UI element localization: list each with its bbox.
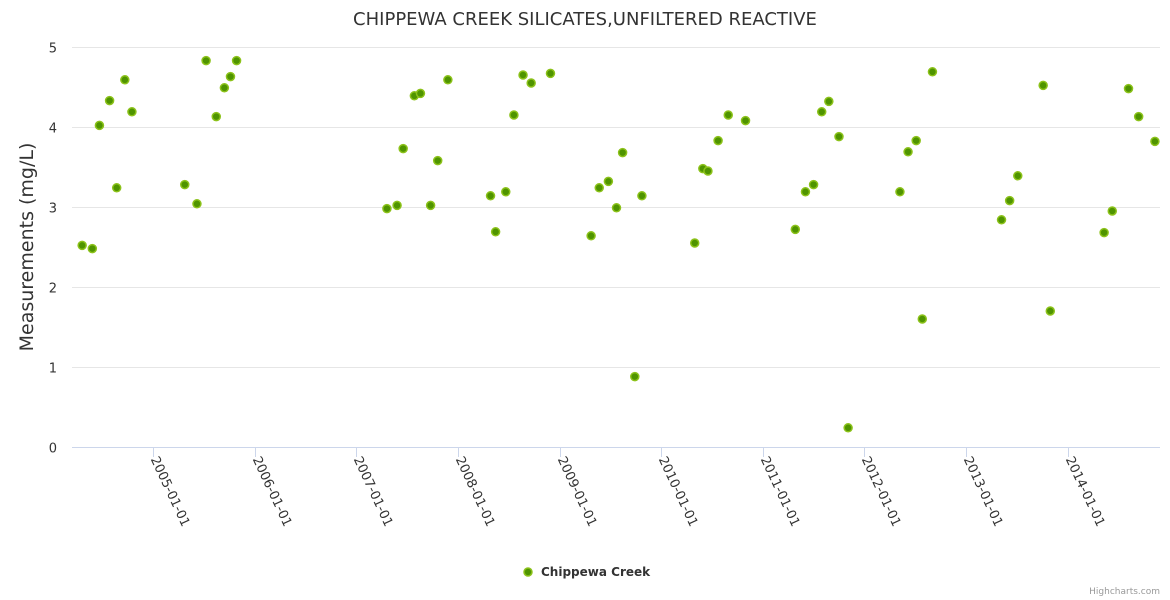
x-axis: 2005-01-01 2006-01-01 2007-01-01 2008-01-01…	[72, 447, 1160, 529]
x-tick-label: 2010-01-01	[655, 454, 701, 529]
data-point	[911, 135, 921, 146]
data-point	[689, 238, 700, 248]
data-point	[415, 88, 426, 99]
data-point	[816, 107, 827, 117]
y-tick-label: 1	[49, 362, 57, 377]
data-point	[392, 200, 402, 211]
data-point	[834, 131, 844, 142]
data-point	[211, 111, 222, 122]
data-point	[219, 83, 230, 93]
x-tick-label: 2009-01-01	[554, 454, 600, 529]
data-point	[398, 143, 408, 154]
y-tick-label: 2	[49, 282, 57, 297]
data-point	[545, 68, 556, 79]
data-point	[713, 135, 723, 146]
x-tick-label: 2007-01-01	[350, 454, 396, 529]
data-point	[518, 70, 528, 80]
data-point	[927, 67, 938, 77]
data-point	[630, 371, 640, 382]
data-point	[1045, 306, 1056, 316]
data-point	[903, 147, 913, 157]
data-point	[637, 191, 647, 201]
data-point	[509, 110, 519, 120]
data-point	[603, 176, 614, 187]
data-point	[231, 55, 242, 66]
data-point	[485, 191, 496, 201]
y-tick-label: 0	[49, 442, 57, 457]
data-point	[432, 155, 443, 166]
data-point	[843, 423, 853, 433]
data-point	[425, 200, 436, 211]
x-tick-label: 2005-01-01	[147, 454, 193, 529]
data-point	[740, 115, 751, 126]
x-tick-label: 2011-01-01	[757, 454, 803, 529]
data-point	[723, 110, 734, 120]
data-point	[1099, 227, 1109, 238]
x-tick-label: 2013-01-01	[960, 454, 1006, 529]
data-point	[1107, 206, 1118, 216]
data-point	[594, 183, 604, 193]
data-point	[192, 199, 202, 209]
data-point	[127, 107, 137, 117]
data-point	[611, 203, 622, 213]
data-point	[526, 78, 536, 88]
data-point	[917, 314, 928, 324]
data-point	[77, 240, 87, 251]
data-point	[895, 187, 905, 197]
data-point	[808, 179, 819, 190]
data-point	[996, 215, 1007, 225]
data-point	[443, 75, 453, 85]
highcharts-credit[interactable]: Highcharts.com	[1089, 587, 1160, 597]
y-axis-label: Measurements (mg/L)	[16, 143, 38, 352]
data-point	[180, 179, 190, 190]
x-tick-label: 2006-01-01	[249, 454, 295, 529]
legend-label: Chippewa Creek	[541, 565, 651, 579]
data-point	[225, 71, 236, 82]
data-point	[111, 183, 122, 193]
data-point	[703, 166, 713, 176]
data-point	[201, 55, 211, 66]
data-point	[617, 147, 628, 158]
y-axis-ticks: 0 1 2 3 4 5	[49, 42, 57, 457]
data-point	[1123, 83, 1134, 94]
y-tick-label: 4	[49, 122, 57, 137]
y-tick-label: 3	[49, 202, 57, 217]
x-tick-label: 2014-01-01	[1062, 454, 1108, 529]
y-tick-label: 5	[49, 42, 57, 57]
legend-marker	[523, 567, 533, 577]
data-point	[1133, 111, 1144, 122]
chart-title: CHIPPEWA CREEK SILICATES,UNFILTERED REAC…	[353, 9, 817, 30]
legend-item-chippewa-creek[interactable]: Chippewa Creek	[523, 565, 651, 579]
data-point	[104, 95, 115, 106]
data-point	[120, 75, 130, 85]
data-points	[77, 55, 1160, 433]
data-point	[382, 203, 392, 214]
x-tick-label: 2012-01-01	[858, 454, 904, 529]
data-point	[1013, 171, 1023, 181]
data-point	[800, 187, 811, 197]
data-point	[87, 243, 98, 254]
data-point	[824, 96, 834, 107]
x-tick-label: 2008-01-01	[452, 454, 498, 529]
data-point	[1150, 136, 1160, 147]
data-point	[1038, 80, 1048, 91]
data-point	[94, 120, 105, 131]
data-point	[490, 227, 501, 237]
data-point	[501, 187, 511, 197]
data-point	[790, 224, 801, 235]
data-point	[1004, 195, 1015, 206]
data-point	[586, 231, 596, 241]
